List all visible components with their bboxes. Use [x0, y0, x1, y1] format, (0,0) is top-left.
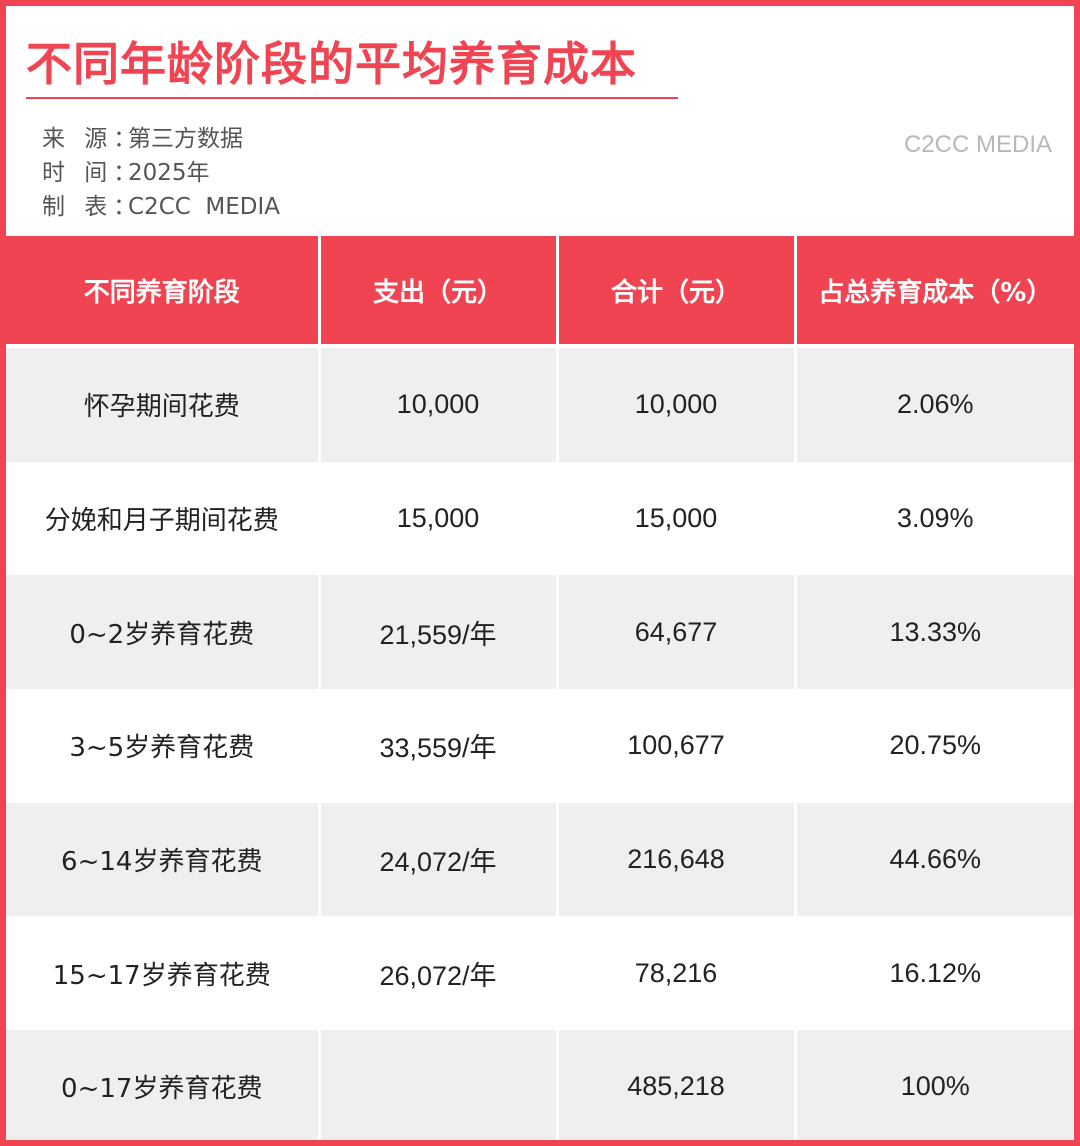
- cell-expense: 33,559/年: [319, 689, 559, 803]
- cell-expense: [319, 1030, 559, 1140]
- cell-share: 16.12%: [795, 916, 1074, 1031]
- cell-share: 44.66%: [795, 802, 1074, 917]
- col-header-stage: 不同养育阶段: [6, 236, 321, 348]
- meta-maker: 制 表：C2CC MEDIA: [42, 192, 280, 222]
- col-header-total: 合计（元）: [557, 236, 797, 348]
- table-header-row: 不同养育阶段 支出（元） 合计（元） 占总养育成本（%）: [6, 236, 1074, 348]
- cell-stage: 0~2岁养育花费: [6, 575, 321, 690]
- cell-total: 100,677: [557, 689, 797, 803]
- meta-source: 来 源：第三方数据: [42, 124, 243, 154]
- cell-share: 3.09%: [795, 461, 1074, 576]
- cost-table: 不同养育阶段 支出（元） 合计（元） 占总养育成本（%） 怀孕期间花费 10,0…: [6, 236, 1074, 1140]
- page-title: 不同年龄阶段的平均养育成本: [26, 37, 637, 91]
- cell-total: 78,216: [557, 916, 797, 1031]
- meta-time-key: 时 间：: [42, 160, 143, 186]
- meta-source-key: 来 源：: [42, 126, 143, 152]
- cell-expense: 21,559/年: [319, 575, 559, 690]
- table-row: 6~14岁养育花费 24,072/年 216,648 44.66%: [6, 802, 1074, 917]
- cell-total: 216,648: [557, 802, 797, 917]
- cell-stage: 分娩和月子期间花费: [6, 461, 321, 576]
- cell-expense: 24,072/年: [319, 802, 559, 917]
- table-row: 分娩和月子期间花费 15,000 15,000 3.09%: [6, 461, 1074, 576]
- cell-stage: 0~17岁养育花费: [6, 1030, 321, 1140]
- cell-expense: 10,000: [319, 346, 559, 462]
- cell-stage: 3~5岁养育花费: [6, 689, 321, 803]
- cell-total: 10,000: [557, 346, 797, 462]
- table-row: 0~2岁养育花费 21,559/年 64,677 13.33%: [6, 575, 1074, 690]
- meta-maker-value: C2CC MEDIA: [128, 194, 281, 220]
- meta-maker-key: 制 表：: [42, 194, 143, 220]
- cell-share: 20.75%: [795, 689, 1074, 803]
- col-header-share: 占总养育成本（%）: [795, 236, 1074, 348]
- cell-expense: 15,000: [319, 461, 559, 576]
- table-row: 3~5岁养育花费 33,559/年 100,677 20.75%: [6, 689, 1074, 803]
- cell-total: 64,677: [557, 575, 797, 690]
- meta-time: 时 间：2025年: [42, 158, 210, 188]
- table-row-total: 0~17岁养育花费 485,218 100%: [6, 1030, 1074, 1140]
- cell-share: 2.06%: [795, 346, 1074, 462]
- infographic-card: 不同年龄阶段的平均养育成本 来 源：第三方数据 时 间：2025年 制 表：C2…: [6, 6, 1074, 1140]
- title-underline: [26, 97, 678, 99]
- cell-share: 13.33%: [795, 575, 1074, 690]
- cell-share: 100%: [795, 1030, 1074, 1140]
- table-row: 怀孕期间花费 10,000 10,000 2.06%: [6, 346, 1074, 462]
- cell-total: 15,000: [557, 461, 797, 576]
- meta-time-value: 2025年: [128, 160, 210, 186]
- cell-stage: 怀孕期间花费: [6, 346, 321, 462]
- col-header-expense: 支出（元）: [319, 236, 559, 348]
- meta-source-value: 第三方数据: [128, 126, 243, 152]
- cell-expense: 26,072/年: [319, 916, 559, 1031]
- cell-total: 485,218: [557, 1030, 797, 1140]
- brand-watermark: C2CC MEDIA: [903, 131, 1052, 158]
- cell-stage: 6~14岁养育花费: [6, 802, 321, 917]
- cell-stage: 15~17岁养育花费: [6, 916, 321, 1031]
- table-row: 15~17岁养育花费 26,072/年 78,216 16.12%: [6, 916, 1074, 1031]
